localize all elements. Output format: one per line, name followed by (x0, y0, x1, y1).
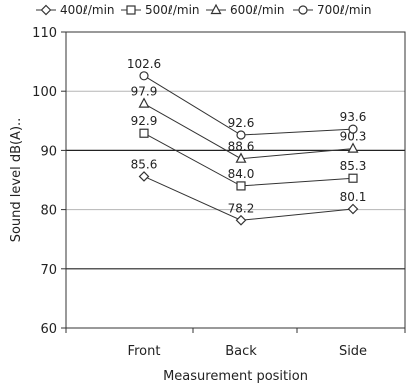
legend-label: 600ℓ/min (230, 3, 285, 17)
data-label: 97.9 (131, 85, 158, 99)
data-point (236, 181, 246, 191)
legend-item: 500ℓ/min (121, 3, 200, 17)
data-point (138, 97, 150, 108)
data-label: 88.6 (228, 140, 255, 154)
data-label: 92.6 (228, 116, 255, 130)
legend-label: 500ℓ/min (145, 3, 200, 17)
data-point (138, 171, 150, 182)
series-circle: 102.6 92.6 93.6 (127, 57, 367, 140)
data-point (347, 203, 359, 215)
x-axis-ticks: Front Back Side (65, 328, 406, 359)
y-axis-label: Sound level dB(A).. (9, 118, 24, 243)
data-label: 102.6 (127, 57, 161, 71)
data-label: 85.3 (340, 159, 367, 173)
legend-marker (210, 3, 222, 15)
legend-item: 700ℓ/min (293, 3, 372, 17)
y-tick-label: 110 (32, 26, 57, 41)
legend-marker (126, 5, 136, 15)
series-diamond: 85.6 78.2 80.1 (131, 157, 367, 226)
data-point (139, 128, 149, 138)
data-label: 85.6 (131, 157, 158, 171)
y-tick-label: 80 (40, 204, 57, 219)
series-square: 92.9 84.0 85.3 (131, 114, 367, 191)
x-tick-label: Front (128, 344, 161, 359)
x-tick-label: Back (225, 344, 257, 359)
legend-marker (298, 5, 308, 15)
data-label: 90.3 (340, 130, 367, 144)
y-tick-label: 60 (40, 322, 57, 337)
x-tick-label: Side (339, 344, 367, 359)
y-axis-ticks: 60 70 80 90 100 110 (32, 26, 66, 337)
legend-label: 400ℓ/min (60, 3, 115, 17)
data-point (235, 152, 247, 163)
data-point (235, 214, 247, 226)
y-tick-label: 70 (40, 263, 57, 278)
plot-area (65, 31, 406, 329)
data-label: 78.2 (228, 201, 255, 215)
data-label: 84.0 (228, 167, 255, 181)
data-point (236, 130, 246, 140)
data-point (348, 173, 358, 183)
legend-item: 400ℓ/min (36, 3, 115, 17)
data-label: 93.6 (340, 110, 367, 124)
data-point (139, 71, 149, 81)
series-group: 85.678.280.192.984.085.397.988.690.3102.… (127, 57, 367, 226)
data-label: 92.9 (131, 114, 158, 128)
data-point (347, 142, 359, 153)
data-label: 80.1 (340, 190, 367, 204)
y-tick-label: 90 (40, 144, 57, 159)
legend-marker (40, 4, 52, 16)
legend-label: 700ℓ/min (317, 3, 372, 17)
legend-item: 600ℓ/min (206, 3, 285, 17)
x-axis-label: Measurement position (163, 369, 308, 384)
y-tick-label: 100 (32, 85, 57, 100)
data-point (348, 124, 358, 134)
legend: 400ℓ/min 500ℓ/min 600ℓ/min 700ℓ/min (36, 3, 372, 17)
series-triangle: 97.9 88.6 90.3 (131, 85, 367, 163)
